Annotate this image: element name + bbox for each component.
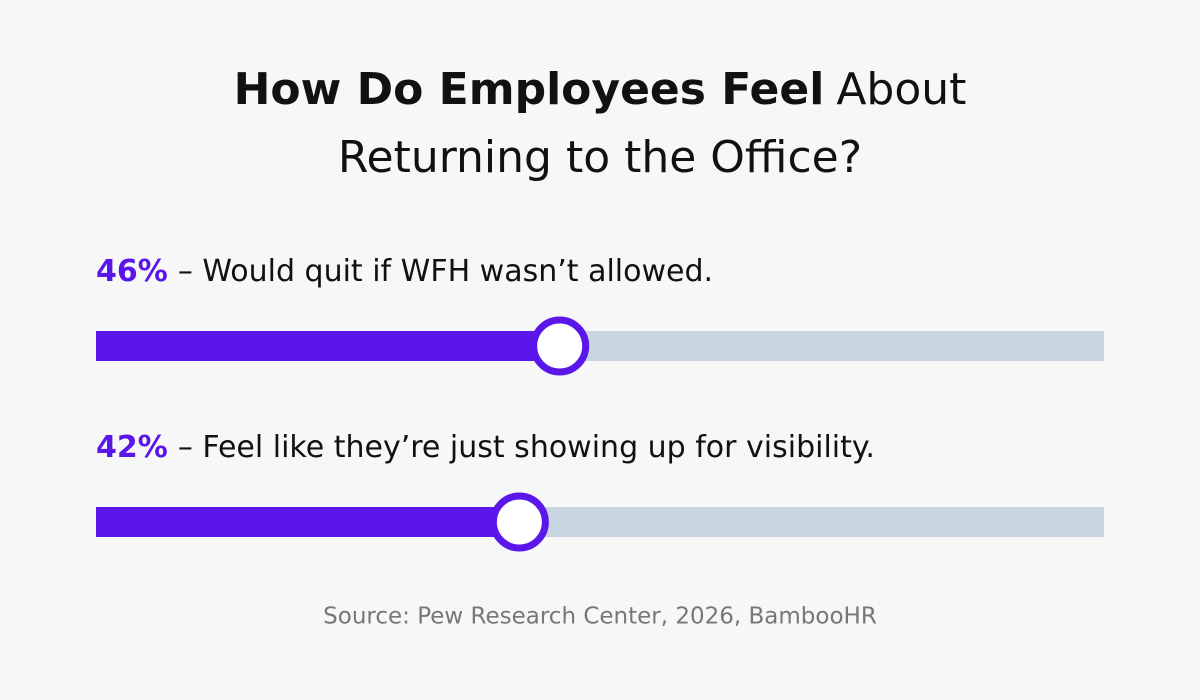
- chart-title: How Do Employees Feel About: [234, 64, 967, 115]
- item-label: 42% – Feel like they’re just showing up f…: [96, 430, 875, 465]
- title-regular: About: [836, 64, 966, 115]
- item-label: 46% – Would quit if WFH wasn’t allowed.: [96, 254, 713, 289]
- bar: [96, 331, 560, 361]
- knob: [489, 492, 549, 552]
- value-label: 42%: [96, 430, 168, 465]
- source: Source: Pew Research Center, 2026, Bambo…: [323, 604, 877, 630]
- category-label: – Would quit if WFH wasn’t allowed.: [178, 254, 713, 289]
- category-label: – Feel like they’re just showing up for …: [178, 430, 875, 465]
- bar: [96, 507, 520, 537]
- value-label: 46%: [96, 254, 168, 289]
- chart-title: Returning to the Office?: [338, 132, 862, 183]
- title-bold: How Do Employees Feel: [234, 64, 825, 115]
- knob: [530, 316, 590, 376]
